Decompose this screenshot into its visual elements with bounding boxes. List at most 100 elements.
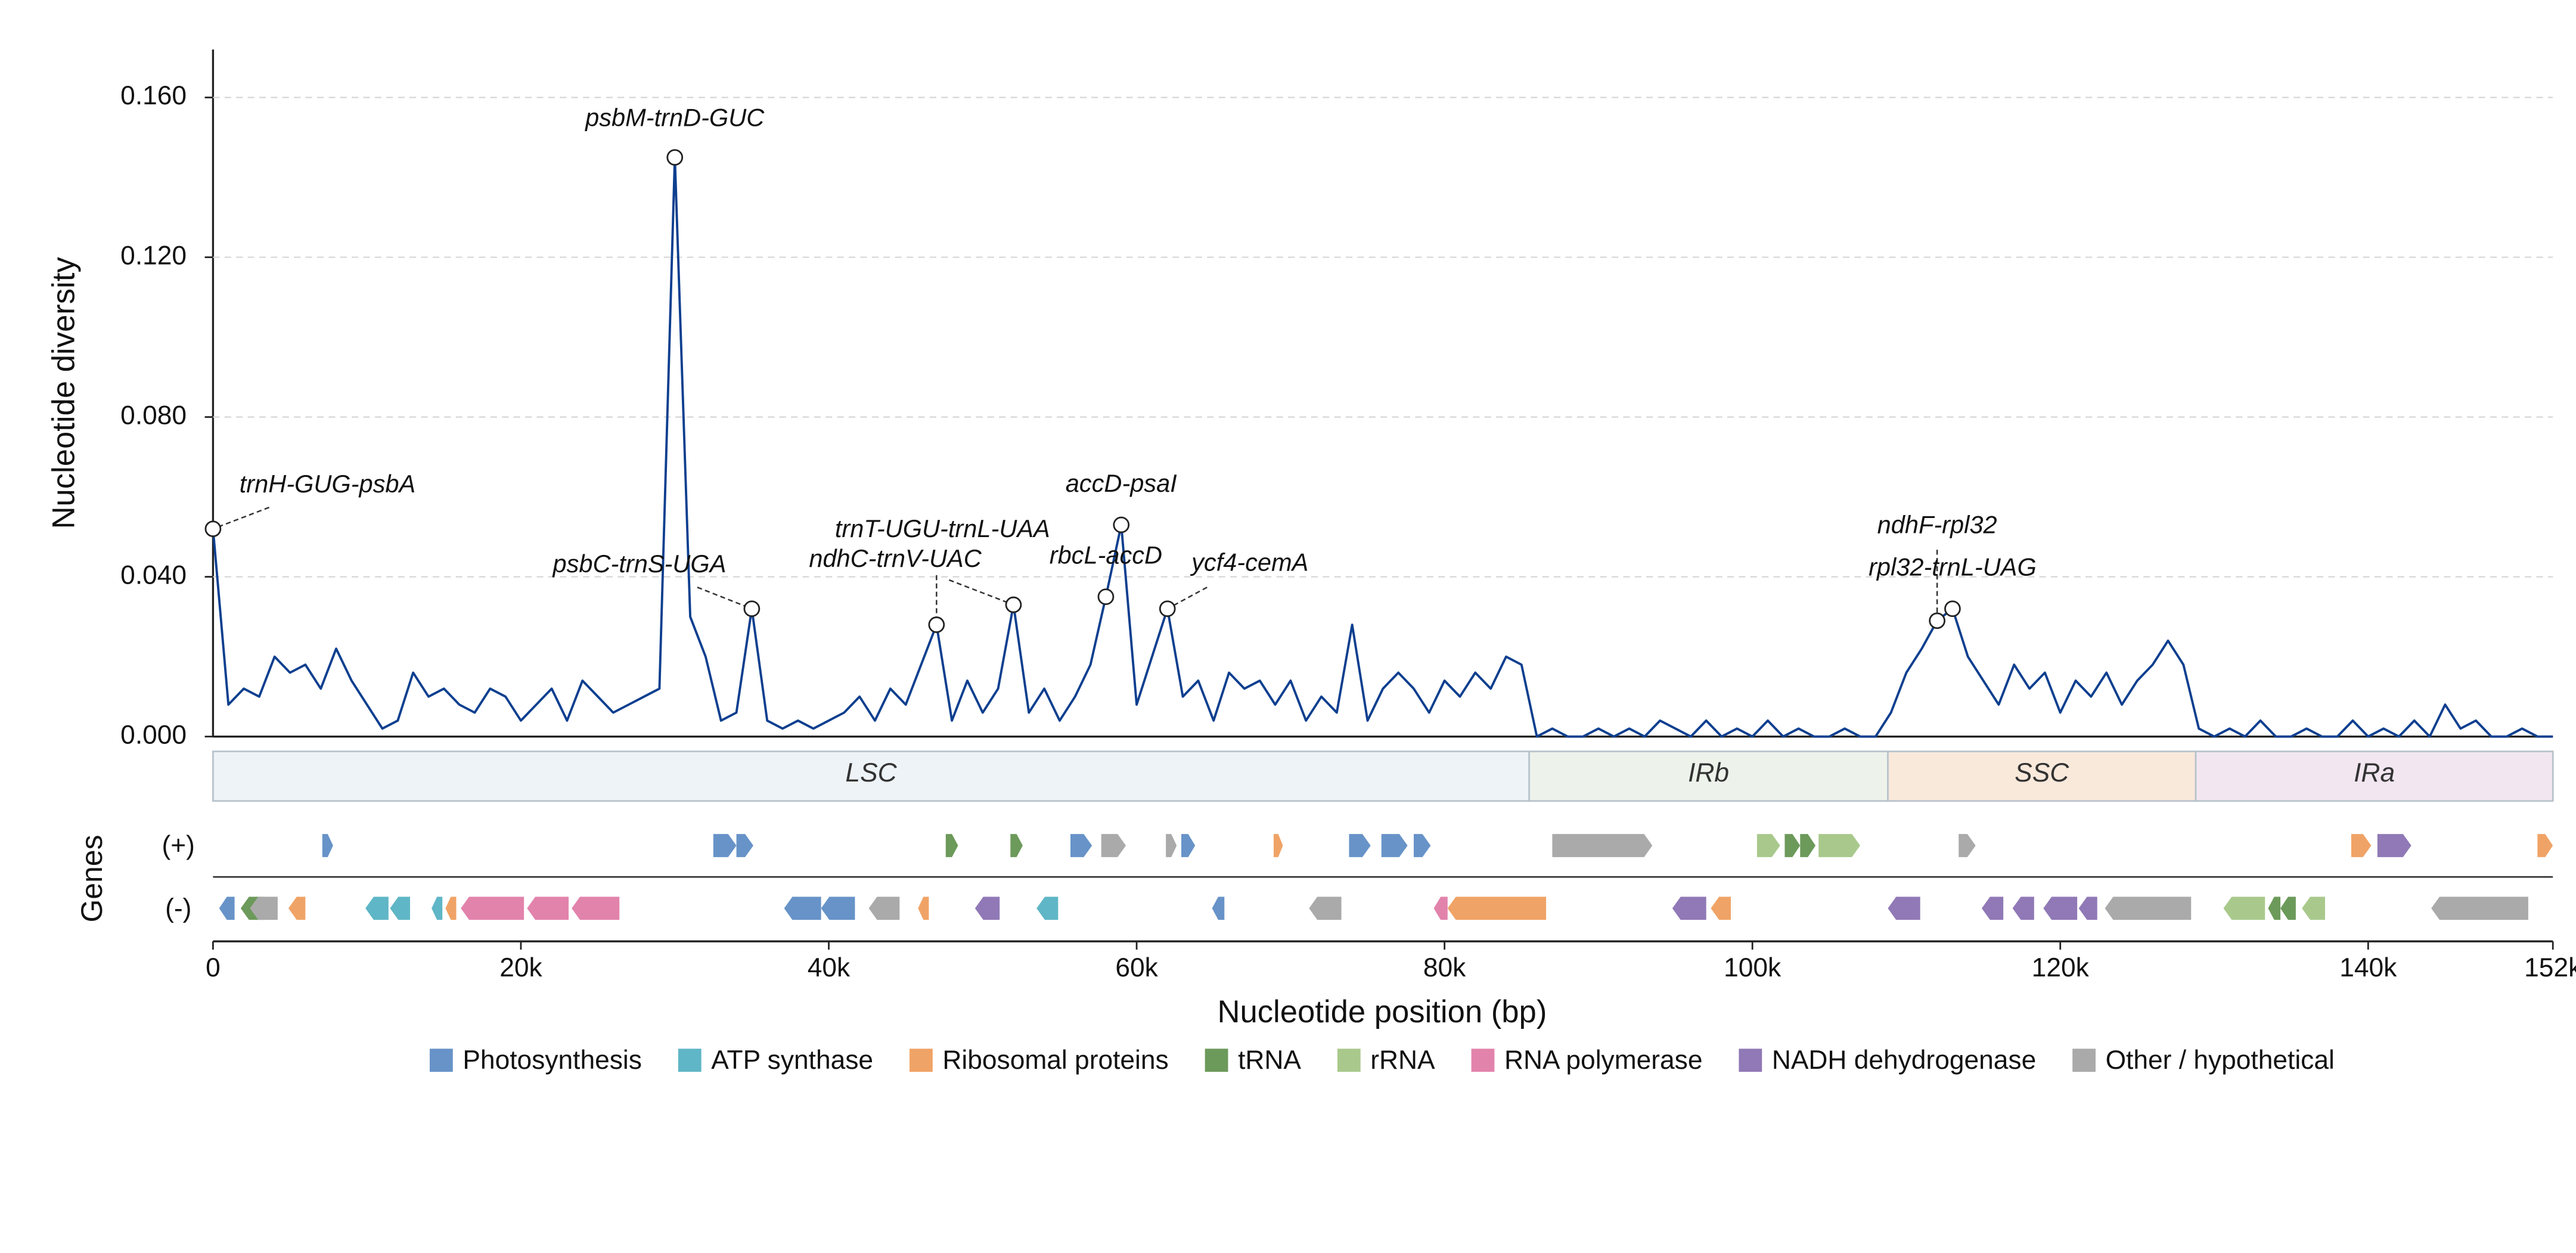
region <box>212 750 1531 802</box>
gene <box>1982 897 2004 920</box>
gene <box>1447 897 1547 920</box>
legend-label: Ribosomal proteins <box>942 1046 1168 1075</box>
gene <box>1800 834 1816 857</box>
gene <box>1784 834 1801 857</box>
gene <box>2302 897 2325 920</box>
gene <box>1711 897 1731 920</box>
gene <box>445 897 457 920</box>
gene <box>527 897 569 920</box>
legend-label: RNA polymerase <box>1504 1046 1702 1075</box>
annotation-leader <box>212 507 270 530</box>
gene <box>1212 897 1225 920</box>
annotation-label: psbM-trnD-GUC <box>584 103 765 131</box>
annotation-marker <box>928 616 945 633</box>
gene <box>821 897 855 920</box>
x-tick-label: 60k <box>1115 953 1158 982</box>
gene <box>390 897 410 920</box>
legend-swatch <box>1471 1049 1495 1072</box>
gene <box>784 897 821 920</box>
legend-label: Photosynthesis <box>463 1046 642 1075</box>
legend-label: Other / hypothetical <box>2106 1046 2335 1075</box>
strand-label: (+) <box>162 831 195 860</box>
x-tick-label: 0 <box>206 953 221 982</box>
gene <box>2012 897 2034 920</box>
x-tick-label: 140k <box>2339 953 2397 982</box>
y-axis-label: Nucleotide diversity <box>46 257 82 529</box>
gene <box>945 834 958 857</box>
gene <box>1273 834 1283 857</box>
gene <box>2377 834 2411 857</box>
x-tick-label: 80k <box>1423 953 1466 982</box>
gene <box>2537 834 2553 857</box>
region-label: LSC <box>845 758 897 787</box>
diversity-line <box>212 156 2553 738</box>
gene <box>1381 834 1408 857</box>
annotation-label: trnT-UGU-trnL-UAA <box>835 514 1050 542</box>
legend-swatch <box>2072 1049 2096 1072</box>
gene <box>1070 834 1093 857</box>
region <box>1528 750 1889 802</box>
y-tick-label: 0.040 <box>120 560 187 590</box>
gene <box>2351 834 2372 857</box>
annotation-label: ycf4-cemA <box>1190 548 1308 576</box>
gene <box>1959 834 1976 857</box>
x-tick-label: 40k <box>808 953 851 982</box>
y-tick-label: 0.000 <box>120 720 187 749</box>
gene <box>572 897 620 920</box>
y-tick-label: 0.120 <box>120 241 187 270</box>
gene <box>1166 834 1177 857</box>
legend-label: ATP synthase <box>711 1046 873 1075</box>
gene <box>1349 834 1371 857</box>
annotation-leader <box>697 587 752 610</box>
region-label: IRb <box>1688 758 1729 787</box>
annotation-label: ndhC-trnV-UAC <box>809 544 982 572</box>
gene <box>365 897 389 920</box>
annotation-marker <box>1097 588 1115 605</box>
annotation-marker <box>1159 600 1176 618</box>
y-tick-label: 0.080 <box>120 401 187 430</box>
genes-label: Genes <box>75 835 108 922</box>
annotation-label: ndhF-rpl32 <box>1877 510 1997 538</box>
annotation-label: rbcL-accD <box>1050 541 1162 569</box>
legend-swatch <box>678 1049 702 1072</box>
gene <box>1888 897 1920 920</box>
legend-swatch <box>1205 1049 1228 1072</box>
x-tick-label: 152k <box>2524 953 2576 982</box>
legend-swatch <box>1337 1049 1361 1072</box>
gene <box>1309 897 1342 920</box>
gene <box>2268 897 2281 920</box>
annotation-marker <box>743 600 761 618</box>
legend-swatch <box>1739 1049 1762 1072</box>
annotation-marker <box>1944 600 1961 618</box>
gene <box>2078 897 2097 920</box>
legend-swatch <box>429 1049 453 1072</box>
gene <box>432 897 443 920</box>
x-tick-label: 120k <box>2032 953 2090 982</box>
gene <box>868 897 900 920</box>
legend-label: tRNA <box>1238 1046 1301 1075</box>
gene <box>2105 897 2192 920</box>
gene <box>1036 897 1059 920</box>
gene <box>1413 834 1431 857</box>
gene <box>1101 834 1126 857</box>
legend-label: NADH dehydrogenase <box>1772 1046 2036 1075</box>
annotation-label: psbC-trnS-UGA <box>552 550 727 578</box>
gene <box>2043 897 2078 920</box>
region-label: IRa <box>2354 758 2395 787</box>
legend-swatch <box>910 1049 933 1072</box>
gene <box>1552 834 1653 857</box>
gene <box>713 834 737 857</box>
gene <box>2223 897 2265 920</box>
gene <box>974 897 1000 920</box>
legend-label: rRNA <box>1370 1046 1435 1075</box>
annotation-label: rpl32-trnL-UAG <box>1869 553 2037 581</box>
gene <box>322 834 333 857</box>
gene <box>219 897 235 920</box>
gene <box>2280 897 2296 920</box>
region <box>1887 750 2197 802</box>
gene <box>1756 834 1780 857</box>
region-label: SSC <box>2015 758 2069 787</box>
gene <box>250 897 278 920</box>
